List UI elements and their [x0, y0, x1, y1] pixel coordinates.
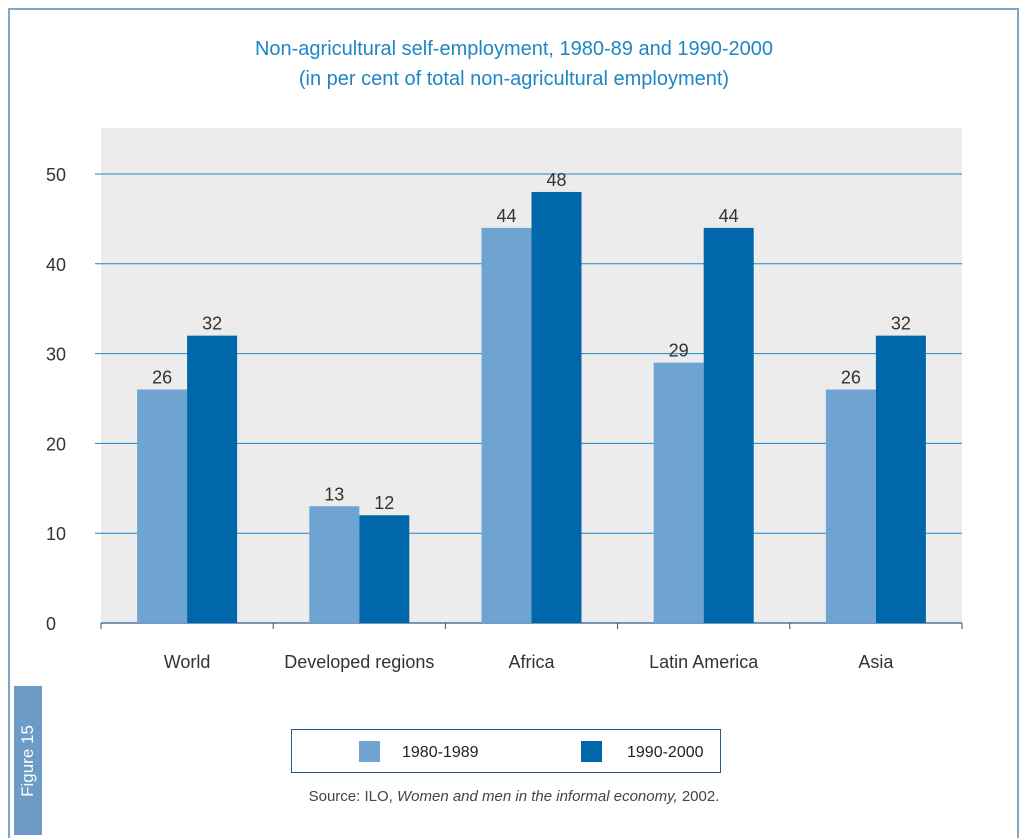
data-label-developed-regions-series-2: 12 [374, 493, 394, 513]
y-tick-label-10: 10 [46, 524, 66, 544]
bar-asia-series-1 [825, 389, 876, 623]
legend-label-series-1: 1980-1989 [402, 744, 479, 761]
data-label-latin-america-series-2: 44 [719, 206, 739, 226]
y-tick-label-30: 30 [46, 345, 66, 365]
data-label-world-series-2: 32 [202, 314, 222, 334]
legend-label-series-2: 1990-2000 [627, 744, 704, 761]
bar-world-series-1 [137, 389, 188, 623]
x-tick-label-world: World [164, 652, 211, 672]
x-tick-label-asia: Asia [858, 652, 894, 672]
bar-developed-regions-series-1 [309, 506, 360, 623]
chart-subtitle: (in per cent of total non-agricultural e… [298, 68, 730, 90]
bar-asia-series-2 [875, 335, 926, 623]
bar-developed-regions-series-2 [359, 515, 410, 623]
source-prefix: Source: ILO, [308, 788, 397, 805]
bar-africa-series-1 [481, 227, 532, 623]
legend: 1980-1989 1990-2000 [291, 729, 721, 773]
data-label-world-series-1: 26 [152, 368, 172, 388]
legend-swatch-series-1 [359, 741, 380, 762]
source-suffix: 2002. [677, 788, 720, 805]
figure-number-label: Figure 15 [18, 725, 37, 797]
figure-frame [8, 8, 1019, 838]
y-tick-label-20: 20 [46, 434, 66, 454]
y-tick-label-40: 40 [46, 255, 66, 275]
data-label-developed-regions-series-1: 13 [324, 484, 344, 504]
y-tick-label-50: 50 [46, 165, 66, 185]
bar-latin-america-series-2 [703, 227, 754, 623]
bar-africa-series-2 [531, 191, 582, 623]
bar-world-series-2 [187, 335, 238, 623]
bar-chart: 0 10 20 30 40 50 26 32 World 13 12 Developed region… [46, 128, 963, 672]
x-tick-label-developed-regions: Developed regions [284, 652, 434, 672]
source-title: Women and men in the informal economy, [396, 788, 678, 805]
x-tick-label-africa: Africa [508, 652, 555, 672]
bar-latin-america-series-1 [653, 362, 704, 623]
y-tick-label-0: 0 [46, 614, 56, 634]
data-label-asia-series-2: 32 [891, 314, 911, 334]
figure-number-tab: Figure 15 [14, 686, 42, 835]
data-label-latin-america-series-1: 29 [669, 341, 689, 361]
chart-title: Non-agricultural self-employment, 1980-8… [254, 38, 774, 60]
data-label-asia-series-1: 26 [841, 368, 861, 388]
data-label-africa-series-1: 44 [496, 206, 516, 226]
x-tick-label-latin-america: Latin America [649, 652, 759, 672]
legend-swatch-series-2 [581, 741, 602, 762]
data-label-africa-series-2: 48 [546, 170, 566, 190]
source-note: Source: ILO, Women and men in the inform… [0, 788, 1028, 805]
